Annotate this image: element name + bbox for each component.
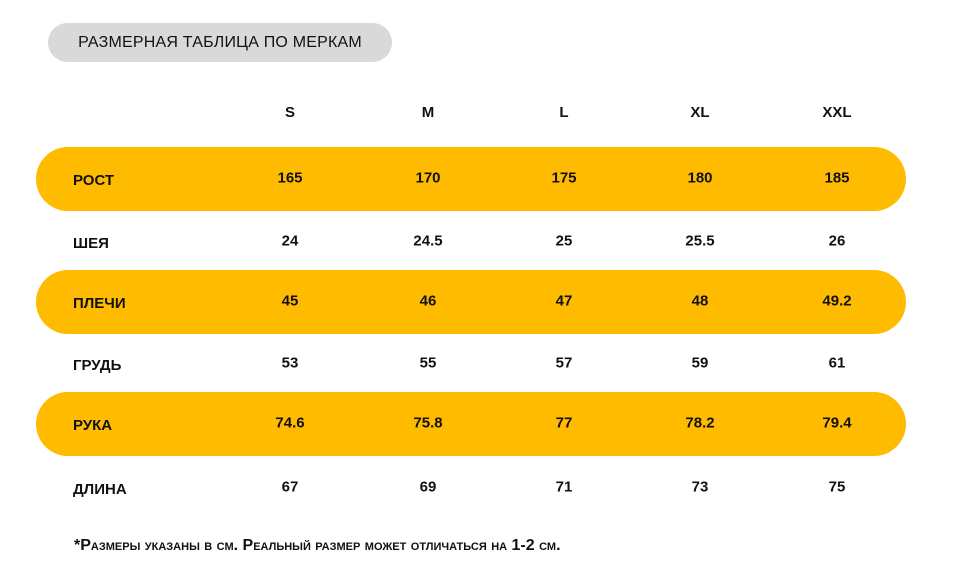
- table-cell: 24: [281, 232, 299, 250]
- table-cell: 67: [281, 478, 299, 496]
- footnote: *Размеры указаны в см. Реальный размер м…: [74, 537, 561, 554]
- table-cell: 165: [277, 169, 303, 187]
- table-cell: 78.2: [685, 414, 715, 432]
- table-cell: 25.5: [685, 232, 715, 250]
- table-cell: 57: [555, 354, 573, 372]
- table-row: ШЕЯ 24 24.5 25 25.5 26: [36, 210, 906, 274]
- table-cell: 75: [828, 478, 846, 496]
- row-label: ПЛЕЧИ: [73, 295, 126, 313]
- table-cell: 26: [828, 232, 846, 250]
- table-cell: 24.5: [413, 232, 443, 250]
- row-label: ГРУДЬ: [73, 357, 122, 375]
- table-cell: 61: [828, 354, 846, 372]
- table-cell: 74.6: [275, 414, 305, 432]
- table-cell: 79.4: [822, 414, 852, 432]
- table-cell: 71: [555, 478, 573, 496]
- table-row: ПЛЕЧИ 45 46 47 48 49.2: [36, 270, 906, 334]
- table-cell: 59: [691, 354, 709, 372]
- table-cell: 45: [281, 292, 299, 310]
- table-cell: 55: [419, 354, 437, 372]
- table-cell: 75.8: [413, 414, 443, 432]
- row-label: РОСТ: [73, 172, 115, 190]
- row-label: РУКА: [73, 417, 113, 435]
- table-cell: 48: [691, 292, 709, 310]
- table-cell: 46: [419, 292, 437, 310]
- table-cell: 53: [281, 354, 299, 372]
- table-cell: 25: [555, 232, 573, 250]
- table-row: РОСТ 165 170 175 180 185: [36, 147, 906, 211]
- table-cell: 170: [415, 169, 441, 187]
- column-header-xxl: XXL: [822, 104, 852, 121]
- table-row: ДЛИНА 67 69 71 73 75: [36, 456, 906, 520]
- table-title: РАЗМЕРНАЯ ТАБЛИЦА ПО МЕРКАМ: [48, 23, 392, 62]
- table-cell: 69: [419, 478, 437, 496]
- table-cell: 175: [551, 169, 577, 187]
- table-cell: 73: [691, 478, 709, 496]
- column-header-s: S: [284, 104, 296, 121]
- table-cell: 185: [824, 169, 850, 187]
- column-header-l: L: [559, 104, 569, 121]
- table-cell: 49.2: [822, 292, 852, 310]
- table-cell: 77: [555, 414, 573, 432]
- row-label: ШЕЯ: [73, 235, 109, 253]
- table-row: ГРУДЬ 53 55 57 59 61: [36, 332, 906, 396]
- row-label: ДЛИНА: [73, 481, 127, 499]
- table-cell: 47: [555, 292, 573, 310]
- table-row: РУКА 74.6 75.8 77 78.2 79.4: [36, 392, 906, 456]
- column-header-xl: XL: [690, 104, 710, 121]
- column-header-m: M: [421, 104, 435, 121]
- table-cell: 180: [687, 169, 713, 187]
